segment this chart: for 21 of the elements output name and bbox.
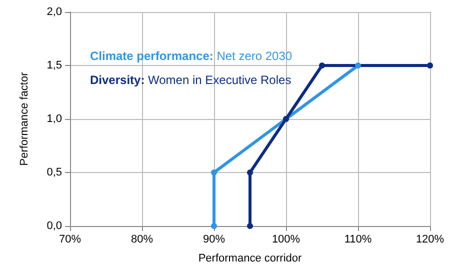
x-tick-label: 110% (344, 234, 372, 246)
point (319, 62, 325, 68)
x-tick-label: 100% (272, 234, 300, 246)
x-tick-label: 80% (130, 234, 154, 246)
x-tick-label: 70% (58, 234, 82, 246)
y-tick-label: 0,0 (46, 220, 62, 232)
point (211, 170, 217, 176)
point (211, 223, 217, 229)
x-axis-title: Performance corridor (198, 252, 302, 264)
series-label: Diversity: Women in Executive Roles (90, 73, 292, 87)
x-tick-label: 90% (202, 234, 226, 246)
y-tick-label: 1,5 (46, 60, 62, 72)
point (355, 62, 361, 68)
x-tick-label: 120% (416, 234, 444, 246)
text: Climate performance: Net zero 2030 (90, 49, 292, 63)
y-axis-title: Performance factor (18, 72, 30, 166)
point (247, 170, 253, 176)
y-tick-label: 2,0 (46, 6, 62, 18)
y-tick-label: 0,5 (46, 166, 62, 178)
y-tick-label: 1,0 (46, 113, 62, 125)
point (247, 223, 253, 229)
